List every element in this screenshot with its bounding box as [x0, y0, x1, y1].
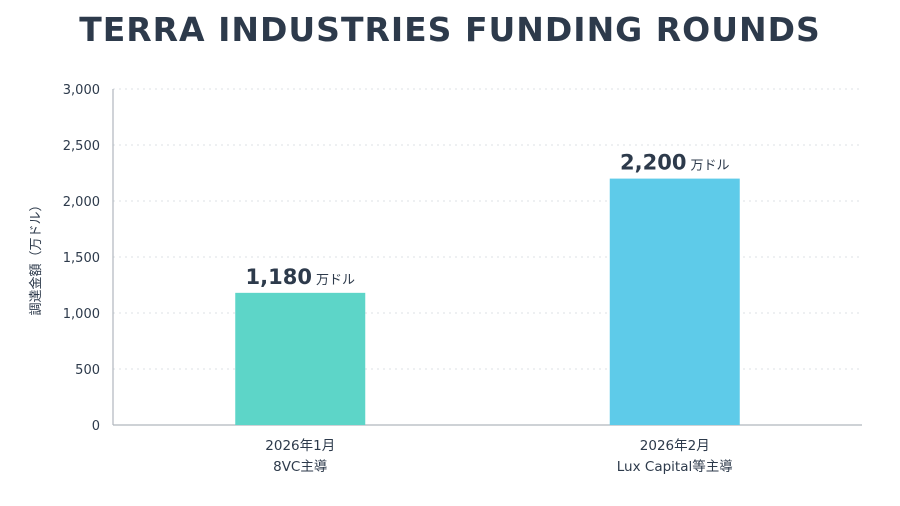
y-tick-label: 3,000 [63, 83, 100, 98]
y-tick-label: 2,500 [63, 139, 100, 154]
bar-value-label: 1,180 万ドル [246, 265, 355, 289]
x-tick-label: 2026年1月 [265, 438, 335, 454]
bar [235, 292, 366, 425]
bar [609, 178, 740, 425]
y-tick-label: 1,000 [63, 307, 100, 322]
bar-value-label: 2,200 万ドル [620, 151, 729, 175]
x-tick-label: 8VC主導 [273, 459, 327, 475]
y-tick-label: 0 [92, 419, 100, 434]
y-tick-label: 500 [75, 363, 100, 378]
x-tick-label: Lux Capital等主導 [617, 458, 733, 475]
x-tick-label: 2026年2月 [640, 438, 710, 454]
y-tick-label: 1,500 [63, 251, 100, 266]
chart-title: TERRA INDUSTRIES FUNDING ROUNDS [79, 10, 821, 49]
y-tick-label: 2,000 [63, 195, 100, 210]
y-axis-label: 調達金額（万ドル） [28, 198, 44, 315]
